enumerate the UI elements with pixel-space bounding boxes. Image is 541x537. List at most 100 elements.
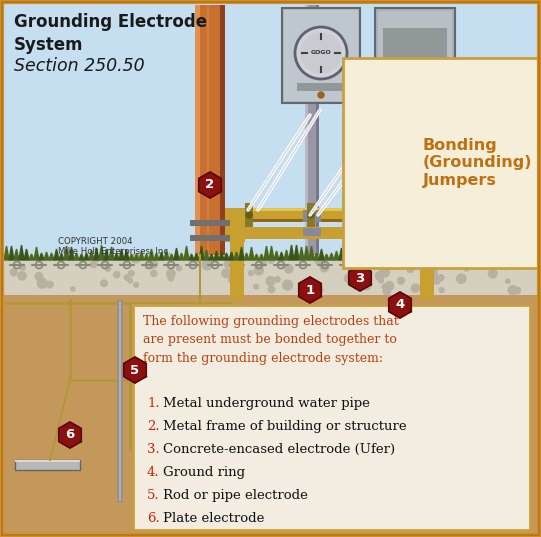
Polygon shape (89, 250, 94, 260)
Polygon shape (454, 245, 459, 260)
Circle shape (349, 267, 356, 274)
Circle shape (246, 212, 252, 218)
Bar (297, 83, 345, 91)
Polygon shape (529, 249, 534, 260)
Polygon shape (159, 252, 164, 260)
Polygon shape (94, 248, 99, 260)
Circle shape (105, 266, 111, 271)
Polygon shape (324, 254, 329, 260)
Polygon shape (219, 252, 224, 260)
Circle shape (423, 280, 427, 285)
Polygon shape (179, 253, 184, 260)
Circle shape (380, 267, 390, 277)
Bar (487, 203, 495, 227)
Polygon shape (409, 247, 414, 260)
Circle shape (502, 262, 509, 270)
Polygon shape (394, 246, 399, 260)
Text: 1.: 1. (147, 397, 160, 410)
Polygon shape (34, 247, 39, 260)
Polygon shape (489, 251, 494, 260)
Text: System: System (14, 36, 83, 54)
Polygon shape (14, 249, 19, 260)
Bar (303, 210, 321, 222)
Polygon shape (284, 250, 289, 260)
Polygon shape (359, 254, 364, 260)
Circle shape (514, 287, 520, 294)
Circle shape (229, 259, 235, 266)
Polygon shape (249, 247, 254, 260)
Polygon shape (124, 250, 129, 260)
Bar (365, 118, 379, 208)
Bar (195, 5, 225, 255)
Polygon shape (339, 248, 344, 260)
Circle shape (314, 255, 324, 264)
Circle shape (295, 27, 347, 79)
Circle shape (10, 269, 17, 275)
Polygon shape (84, 253, 89, 260)
Polygon shape (364, 250, 369, 260)
Polygon shape (109, 247, 114, 260)
Circle shape (421, 272, 428, 279)
Bar (225, 219, 521, 222)
Polygon shape (369, 246, 374, 260)
Text: 5: 5 (130, 364, 140, 376)
Circle shape (196, 258, 201, 263)
Circle shape (35, 273, 43, 280)
Text: 3.: 3. (147, 443, 160, 456)
Bar (220, 5, 225, 255)
Circle shape (282, 280, 293, 290)
Circle shape (345, 274, 353, 282)
Circle shape (411, 284, 419, 292)
Text: The following grounding electrodes that
are present must be bonded together to
f: The following grounding electrodes that … (143, 315, 399, 365)
Circle shape (379, 278, 384, 283)
Bar (133, 305, 530, 530)
Circle shape (353, 282, 360, 289)
Polygon shape (224, 253, 229, 260)
Text: Grounding Electrode: Grounding Electrode (14, 13, 207, 31)
Polygon shape (19, 245, 24, 260)
Circle shape (90, 262, 96, 267)
Polygon shape (349, 250, 354, 260)
Polygon shape (199, 246, 204, 260)
Polygon shape (514, 248, 519, 260)
Circle shape (148, 259, 157, 268)
Polygon shape (104, 249, 109, 260)
Polygon shape (414, 249, 419, 260)
Polygon shape (24, 249, 29, 260)
Bar (244, 227, 420, 239)
Bar (378, 11, 452, 115)
Circle shape (480, 262, 487, 268)
Circle shape (398, 277, 404, 284)
Circle shape (488, 212, 494, 218)
Polygon shape (169, 254, 174, 260)
Circle shape (229, 276, 236, 283)
Polygon shape (354, 245, 359, 260)
Polygon shape (329, 253, 334, 260)
Polygon shape (154, 253, 159, 260)
Bar (15, 460, 80, 470)
Circle shape (266, 277, 275, 286)
Circle shape (176, 266, 182, 271)
Circle shape (131, 254, 140, 263)
Polygon shape (199, 172, 221, 198)
Polygon shape (134, 254, 139, 260)
Polygon shape (164, 250, 169, 260)
Circle shape (438, 258, 445, 265)
Polygon shape (29, 254, 34, 260)
Bar (316, 5, 319, 255)
Text: Rod or pipe electrode: Rod or pipe electrode (163, 489, 308, 502)
Bar (307, 203, 315, 227)
Circle shape (114, 272, 120, 278)
Polygon shape (314, 253, 319, 260)
Bar (225, 208, 245, 242)
Polygon shape (59, 422, 81, 448)
Polygon shape (309, 246, 314, 260)
Polygon shape (384, 253, 389, 260)
Polygon shape (439, 247, 444, 260)
Polygon shape (294, 245, 299, 260)
Text: Section 250.50: Section 250.50 (14, 57, 144, 75)
Polygon shape (464, 251, 469, 260)
Bar (4, 255, 537, 295)
Polygon shape (484, 249, 489, 260)
Polygon shape (44, 252, 49, 260)
